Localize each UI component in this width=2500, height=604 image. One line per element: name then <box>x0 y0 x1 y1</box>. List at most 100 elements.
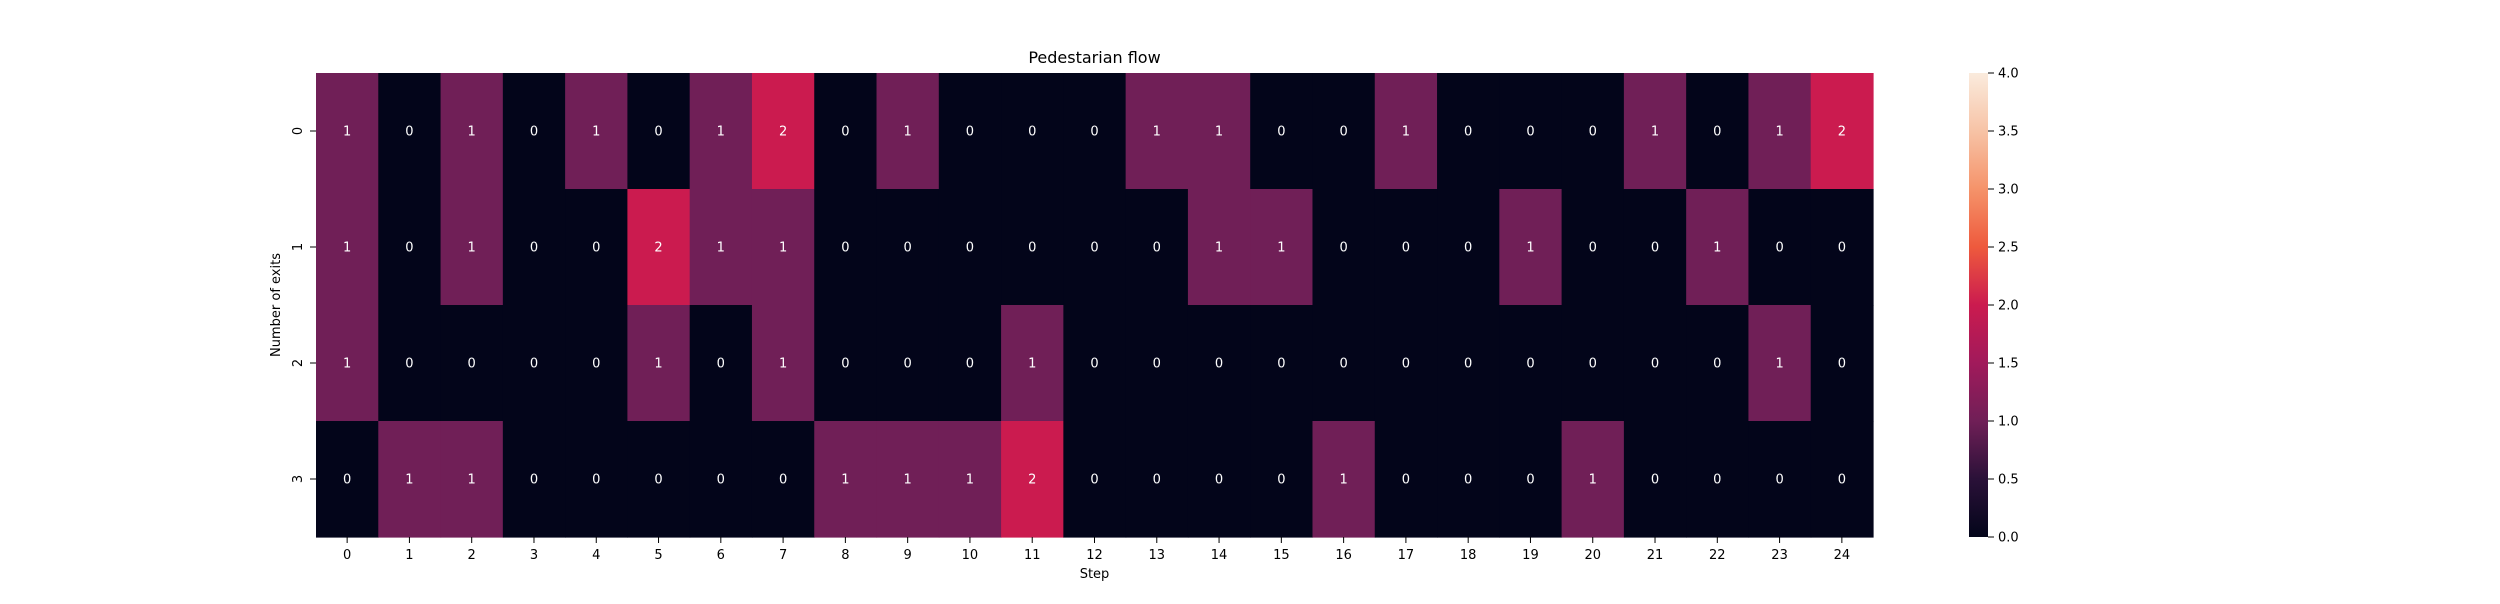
x-tick-label: 0 <box>343 548 351 563</box>
cell-value-label: 2 <box>779 125 787 140</box>
x-tick-label: 4 <box>592 548 600 563</box>
heatmap-cell <box>1250 421 1314 538</box>
cell-value-label: 0 <box>717 357 725 372</box>
cell-value-label: 0 <box>1526 357 1534 372</box>
cell-value-label: 1 <box>1526 241 1534 256</box>
cell-value-label: 1 <box>1277 241 1285 256</box>
cell-value-label: 0 <box>1589 357 1597 372</box>
cell-value-label: 0 <box>592 357 600 372</box>
heatmap-cell <box>440 73 504 190</box>
heatmap-cell <box>378 189 442 306</box>
cell-value-label: 0 <box>654 473 662 488</box>
cell-value-label: 1 <box>1028 357 1036 372</box>
heatmap-cell <box>1312 305 1376 422</box>
cell-value-label: 0 <box>1277 125 1285 140</box>
heatmap-cell <box>627 189 691 306</box>
x-tick-label: 19 <box>1522 548 1539 563</box>
cell-value-label: 1 <box>1713 241 1721 256</box>
heatmap-cell <box>689 189 753 306</box>
x-tick-label: 6 <box>717 548 725 563</box>
cell-value-label: 1 <box>468 473 476 488</box>
heatmap-cell <box>1001 189 1064 306</box>
cell-labels: 1 0 1 0 1 0 1 2 0 1 0 0 0 1 1 0 0 1 0 0 0 1 0 1 2 1 0 1 0 0 2 1 1 0 0 0 0 0 0 1… <box>343 125 1846 488</box>
heatmap-cell <box>1125 421 1189 538</box>
cell-value-label: 0 <box>1090 357 1098 372</box>
heatmap-cell <box>751 73 815 190</box>
heatmap-cells <box>316 73 1874 538</box>
colorbar-axis: 0.0 0.5 1.0 1.5 2.0 2.5 3.0 3.5 4.0 <box>1988 67 2019 546</box>
x-tick-label: 12 <box>1086 548 1103 563</box>
y-axis: 0 1 2 3 <box>291 127 316 483</box>
heatmap-cell <box>1748 73 1812 190</box>
cell-value-label: 0 <box>1277 357 1285 372</box>
heatmap-cell <box>440 189 504 306</box>
cell-value-label: 0 <box>1339 125 1347 140</box>
cell-value-label: 1 <box>654 357 662 372</box>
heatmap-cell <box>876 305 940 422</box>
heatmap-cell <box>1250 73 1314 190</box>
heatmap-cell <box>1810 73 1874 190</box>
cell-value-label: 1 <box>343 125 351 140</box>
colorbar-tick-label: 4.0 <box>1998 67 2019 82</box>
cell-value-label: 0 <box>530 357 538 372</box>
heatmap-cell <box>502 305 566 422</box>
heatmap-cell <box>1437 305 1500 422</box>
x-tick-label: 2 <box>468 548 476 563</box>
cell-value-label: 0 <box>1402 241 1410 256</box>
cell-value-label: 0 <box>1589 241 1597 256</box>
cell-value-label: 0 <box>405 357 413 372</box>
heatmap-cell <box>1001 73 1064 190</box>
heatmap-cell <box>1312 421 1376 538</box>
heatmap-cell <box>1499 73 1563 190</box>
heatmap-cell <box>378 421 442 538</box>
colorbar-tick-label: 1.0 <box>1998 415 2019 430</box>
cell-value-label: 0 <box>1153 473 1161 488</box>
heatmap-cell <box>1810 305 1874 422</box>
heatmap-cell <box>1623 73 1687 190</box>
x-tick-label: 22 <box>1709 548 1726 563</box>
heatmap-cell <box>1748 189 1812 306</box>
heatmap-cell <box>627 421 691 538</box>
heatmap-cell <box>689 421 753 538</box>
heatmap-cell <box>1810 189 1874 306</box>
heatmap-cell <box>1561 305 1625 422</box>
x-tick-label: 23 <box>1771 548 1788 563</box>
heatmap-cell <box>814 73 878 190</box>
cell-value-label: 0 <box>1775 473 1783 488</box>
heatmap-cell <box>1374 421 1438 538</box>
cell-value-label: 0 <box>592 473 600 488</box>
heatmap-cell <box>751 189 815 306</box>
cell-value-label: 0 <box>1215 473 1223 488</box>
cell-value-label: 1 <box>343 241 351 256</box>
cell-value-label: 0 <box>1526 473 1534 488</box>
heatmap-cell <box>627 305 691 422</box>
cell-value-label: 1 <box>1775 125 1783 140</box>
cell-value-label: 0 <box>1713 473 1721 488</box>
heatmap-cell <box>1810 421 1874 538</box>
cell-value-label: 0 <box>717 473 725 488</box>
colorbar <box>1969 73 1988 537</box>
cell-value-label: 0 <box>904 357 912 372</box>
cell-value-label: 0 <box>1277 473 1285 488</box>
cell-value-label: 0 <box>1464 357 1472 372</box>
cell-value-label: 0 <box>1028 125 1036 140</box>
x-tick-label: 17 <box>1398 548 1415 563</box>
colorbar-tick-label: 2.0 <box>1998 299 2019 314</box>
cell-value-label: 0 <box>530 473 538 488</box>
heatmap-cell <box>1686 305 1750 422</box>
cell-value-label: 0 <box>1402 473 1410 488</box>
cell-value-label: 0 <box>1339 357 1347 372</box>
cell-value-label: 1 <box>1775 357 1783 372</box>
heatmap-cell <box>502 73 566 190</box>
cell-value-label: 1 <box>468 241 476 256</box>
chart-title: Pedestarian flow <box>1028 48 1160 67</box>
cell-value-label: 0 <box>530 125 538 140</box>
x-tick-label: 15 <box>1273 548 1290 563</box>
cell-value-label: 2 <box>1838 125 1846 140</box>
heatmap-cell <box>814 421 878 538</box>
cell-value-label: 1 <box>904 473 912 488</box>
heatmap-cell <box>1623 305 1687 422</box>
cell-value-label: 0 <box>966 125 974 140</box>
cell-value-label: 2 <box>1028 473 1036 488</box>
cell-value-label: 0 <box>1651 473 1659 488</box>
